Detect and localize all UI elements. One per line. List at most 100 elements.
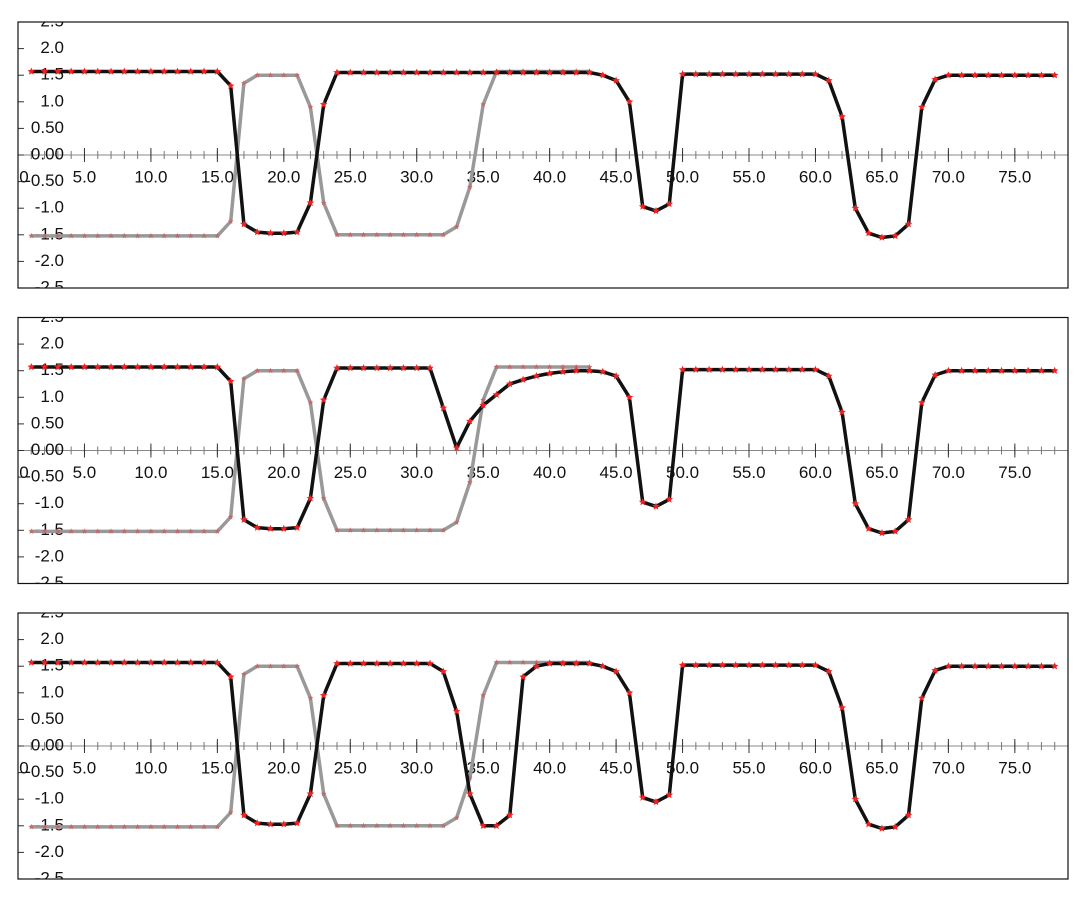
point-marker bbox=[466, 789, 474, 798]
point-marker bbox=[878, 824, 886, 832]
point-marker bbox=[851, 204, 860, 212]
point-marker bbox=[506, 380, 514, 388]
point-marker bbox=[347, 822, 354, 829]
point-marker bbox=[306, 198, 315, 207]
point-marker bbox=[904, 220, 913, 228]
point-marker bbox=[798, 661, 806, 669]
point-marker bbox=[878, 529, 886, 537]
x-tick-label: 40.0 bbox=[533, 167, 566, 186]
point-marker bbox=[373, 364, 381, 372]
y-tick-label: 1.5 bbox=[40, 360, 64, 379]
point-marker bbox=[506, 659, 513, 665]
point-marker bbox=[347, 231, 354, 238]
point-marker bbox=[599, 71, 607, 79]
y-tick-label: -1.5 bbox=[35, 815, 64, 834]
point-marker bbox=[55, 528, 61, 534]
point-marker bbox=[931, 371, 939, 379]
x-tick-label: 15.0 bbox=[201, 167, 234, 186]
point-marker bbox=[121, 528, 128, 534]
point-marker bbox=[957, 662, 966, 670]
point-marker bbox=[226, 672, 235, 681]
point-marker bbox=[997, 366, 1006, 374]
point-marker bbox=[28, 823, 35, 830]
point-marker bbox=[200, 363, 208, 371]
point-marker bbox=[891, 527, 899, 535]
point-marker bbox=[266, 820, 275, 828]
point-marker bbox=[374, 822, 380, 829]
x-tick-label: 35.0 bbox=[467, 463, 500, 482]
point-marker bbox=[758, 70, 767, 78]
y-tick-label: -2.0 bbox=[35, 546, 64, 565]
point-marker bbox=[226, 377, 235, 385]
point-marker bbox=[294, 367, 300, 374]
point-marker bbox=[200, 658, 208, 666]
point-marker bbox=[878, 233, 886, 241]
y-tick-label: 0.50 bbox=[31, 118, 64, 137]
point-marker bbox=[492, 68, 501, 76]
point-marker bbox=[187, 823, 194, 830]
point-marker bbox=[997, 662, 1006, 670]
y-tick-label: 1.0 bbox=[40, 91, 64, 110]
point-marker bbox=[705, 661, 713, 669]
point-marker bbox=[519, 68, 527, 76]
y-tick-label: 1.5 bbox=[40, 656, 64, 675]
point-marker bbox=[412, 364, 421, 372]
point-marker bbox=[55, 823, 61, 830]
point-marker bbox=[253, 523, 261, 531]
point-marker bbox=[678, 365, 687, 373]
point-marker bbox=[40, 363, 49, 371]
panel-frame bbox=[17, 21, 1069, 289]
point-marker bbox=[1037, 366, 1046, 374]
point-marker bbox=[213, 67, 222, 75]
point-marker bbox=[93, 658, 102, 666]
point-marker bbox=[931, 666, 939, 674]
point-marker bbox=[400, 822, 407, 829]
x-tick-label: 0 bbox=[19, 758, 28, 777]
x-tick-label: 10.0 bbox=[134, 167, 167, 186]
point-marker bbox=[825, 372, 833, 380]
point-marker bbox=[201, 232, 207, 239]
point-marker bbox=[281, 367, 287, 374]
point-marker bbox=[399, 68, 408, 76]
point-marker bbox=[918, 694, 926, 702]
point-marker bbox=[133, 67, 142, 75]
x-tick-label: 75.0 bbox=[998, 167, 1031, 186]
y-tick-label: 1.0 bbox=[40, 387, 64, 406]
point-marker bbox=[811, 70, 820, 78]
y-tick-label: 0.00 bbox=[31, 735, 64, 754]
point-marker bbox=[785, 365, 793, 373]
point-marker bbox=[1050, 71, 1059, 79]
x-tick-label: 70.0 bbox=[932, 463, 965, 482]
point-marker bbox=[838, 112, 846, 120]
point-marker bbox=[467, 183, 473, 190]
point-marker bbox=[254, 663, 261, 669]
point-marker bbox=[452, 443, 461, 452]
point-marker bbox=[108, 823, 114, 830]
panel: 2.5 2.0 1.5 1.0 0.50 0.00 -0.50 -1.0 -1.5 -2.0 -2.… bbox=[17, 21, 1069, 289]
x-tick-label: 65.0 bbox=[865, 167, 898, 186]
point-marker bbox=[625, 688, 634, 696]
point-marker bbox=[294, 72, 300, 78]
point-marker bbox=[148, 232, 154, 239]
point-marker bbox=[718, 70, 727, 78]
point-marker bbox=[1050, 662, 1059, 670]
point-marker bbox=[254, 72, 261, 78]
point-marker bbox=[864, 524, 873, 532]
point-marker bbox=[107, 658, 115, 666]
x-tick-label: 20.0 bbox=[267, 463, 300, 482]
point-marker bbox=[586, 364, 593, 370]
point-marker bbox=[944, 71, 953, 79]
x-tick-label: 60.0 bbox=[799, 463, 832, 482]
point-marker bbox=[453, 519, 460, 525]
point-marker bbox=[386, 364, 394, 372]
point-marker bbox=[572, 68, 580, 76]
point-marker bbox=[493, 364, 500, 370]
point-marker bbox=[120, 67, 129, 75]
x-tick-label: 40.0 bbox=[533, 463, 566, 482]
x-tick-label: 30.0 bbox=[400, 167, 433, 186]
point-marker bbox=[347, 527, 354, 533]
point-marker bbox=[27, 363, 36, 371]
x-tick-label: 60.0 bbox=[799, 758, 832, 777]
point-marker bbox=[904, 515, 913, 523]
x-tick-label: 65.0 bbox=[865, 463, 898, 482]
